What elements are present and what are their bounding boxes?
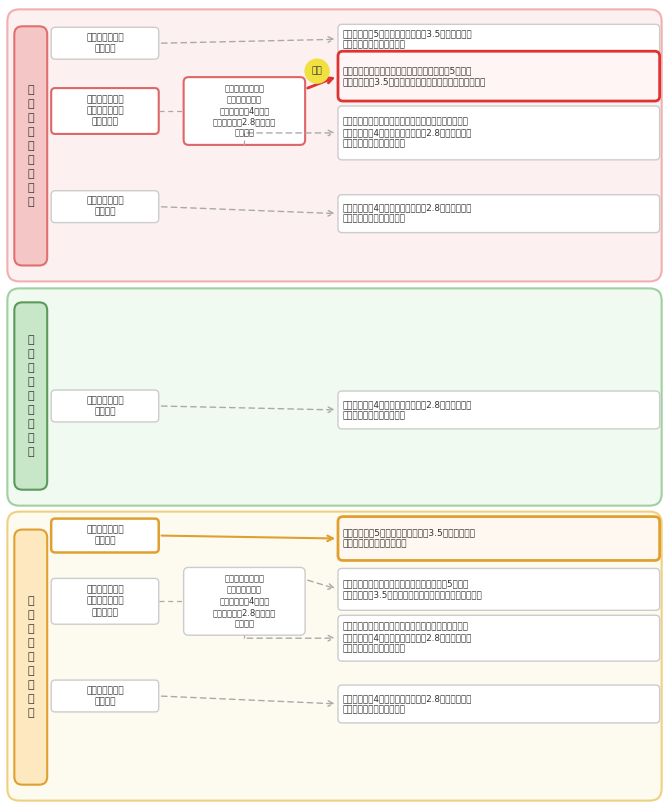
Text: 新制度適用契約
のみ加入: 新制度適用契約 のみ加入 [86,196,124,217]
FancyBboxPatch shape [338,685,660,723]
FancyBboxPatch shape [14,529,47,785]
Text: 旧制度適用契約のみを選択し、所得税の場合5万円・
住民税の場合3.5万円を限度に控除する〈旧制度を適用〉: 旧制度適用契約のみを選択し、所得税の場合5万円・ 住民税の場合3.5万円を限度に… [343,579,483,600]
Text: 旧制度適用契約と新制度適用契約の控除額の合計で、
所得税の場合4万円・住民税の場合2.8万円を限度に
控除する〈新制度を適用〉: 旧制度適用契約と新制度適用契約の控除額の合計で、 所得税の場合4万円・住民税の場… [343,117,472,149]
Text: 一
般
生
命
保
険
料
控
除: 一 般 生 命 保 険 料 控 除 [27,85,34,207]
Text: 旧制度適用契約の
保険料控除額が
所得税の場合4万円・
住民税の場合2.8万円以上
ですか？: 旧制度適用契約の 保険料控除額が 所得税の場合4万円・ 住民税の場合2.8万円以… [213,574,276,628]
Text: 旧制度適用契約
新制度適用契約
両方に加入: 旧制度適用契約 新制度適用契約 両方に加入 [86,586,124,617]
FancyBboxPatch shape [51,519,159,553]
Text: 旧制度適用契約のみを選択し、所得税の場合5万円・
住民税の場合3.5万円を限度に控除する〈旧制度を適用〉: 旧制度適用契約のみを選択し、所得税の場合5万円・ 住民税の場合3.5万円を限度に… [343,66,486,86]
FancyBboxPatch shape [338,516,660,561]
FancyBboxPatch shape [184,567,305,635]
FancyBboxPatch shape [14,27,47,266]
FancyBboxPatch shape [338,391,660,429]
Circle shape [305,59,329,83]
FancyBboxPatch shape [338,24,660,54]
FancyBboxPatch shape [338,106,660,160]
Text: 所得税の場合4万円・住民税の場合2.8万円を限度に
控除する〈新制度を適用〉: 所得税の場合4万円・住民税の場合2.8万円を限度に 控除する〈新制度を適用〉 [343,694,472,714]
Text: 介
護
医
療
保
険
料
控
除: 介 護 医 療 保 険 料 控 除 [27,335,34,457]
Text: 所得税の場合5万円・住民税の場合3.5万円を限度に
控除する〈旧制度を適用〉: 所得税の場合5万円・住民税の場合3.5万円を限度に 控除する〈旧制度を適用〉 [343,29,473,49]
FancyBboxPatch shape [51,191,159,223]
Text: 旧制度適用契約
のみ加入: 旧制度適用契約 のみ加入 [86,525,124,545]
FancyBboxPatch shape [338,615,660,661]
FancyBboxPatch shape [14,302,47,490]
FancyBboxPatch shape [51,579,159,625]
FancyBboxPatch shape [7,288,662,506]
Text: 新制度適用契約
のみ加入: 新制度適用契約 のみ加入 [86,396,124,416]
FancyBboxPatch shape [338,51,660,101]
FancyBboxPatch shape [51,390,159,422]
Text: 所得税の場合4万円・住民税の場合2.8万円を限度に
控除する〈新制度を適用〉: 所得税の場合4万円・住民税の場合2.8万円を限度に 控除する〈新制度を適用〉 [343,400,472,420]
FancyBboxPatch shape [51,680,159,712]
FancyBboxPatch shape [7,511,662,801]
FancyBboxPatch shape [51,27,159,59]
FancyBboxPatch shape [7,10,662,281]
FancyBboxPatch shape [338,569,660,610]
Text: 旧制度適用契約の
保険料控除額が
所得税の場合4万円・
住民税の場合2.8万円以上
ですか？: 旧制度適用契約の 保険料控除額が 所得税の場合4万円・ 住民税の場合2.8万円以… [213,84,276,137]
Text: 新制度適用契約
のみ加入: 新制度適用契約 のみ加入 [86,686,124,706]
FancyBboxPatch shape [338,195,660,233]
Text: 個
人
年
金
保
険
料
控
除: 個 人 年 金 保 険 料 控 除 [27,596,34,718]
Text: 旧制度適用契約
新制度適用契約
両方に加入: 旧制度適用契約 新制度適用契約 両方に加入 [86,95,124,127]
Text: 旧制度適用契約
のみ加入: 旧制度適用契約 のみ加入 [86,33,124,53]
Text: 旧制度適用契約と新制度適用契約の控除額の合計で、
所得税の場合4万円・住民税の場合2.8万円を限度に
控除する〈新制度を適用〉: 旧制度適用契約と新制度適用契約の控除額の合計で、 所得税の場合4万円・住民税の場… [343,623,472,654]
FancyBboxPatch shape [51,88,159,134]
Text: 所得税の場合4万円・住民税の場合2.8万円を限度に
控除する〈新制度を適用〉: 所得税の場合4万円・住民税の場合2.8万円を限度に 控除する〈新制度を適用〉 [343,204,472,224]
Text: 所得税の場合5万円・住民税の場合3.5万円を限度に
控除する〈旧制度を適用〉: 所得税の場合5万円・住民税の場合3.5万円を限度に 控除する〈旧制度を適用〉 [343,528,476,549]
Text: はい: はい [312,66,322,76]
FancyBboxPatch shape [184,77,305,145]
